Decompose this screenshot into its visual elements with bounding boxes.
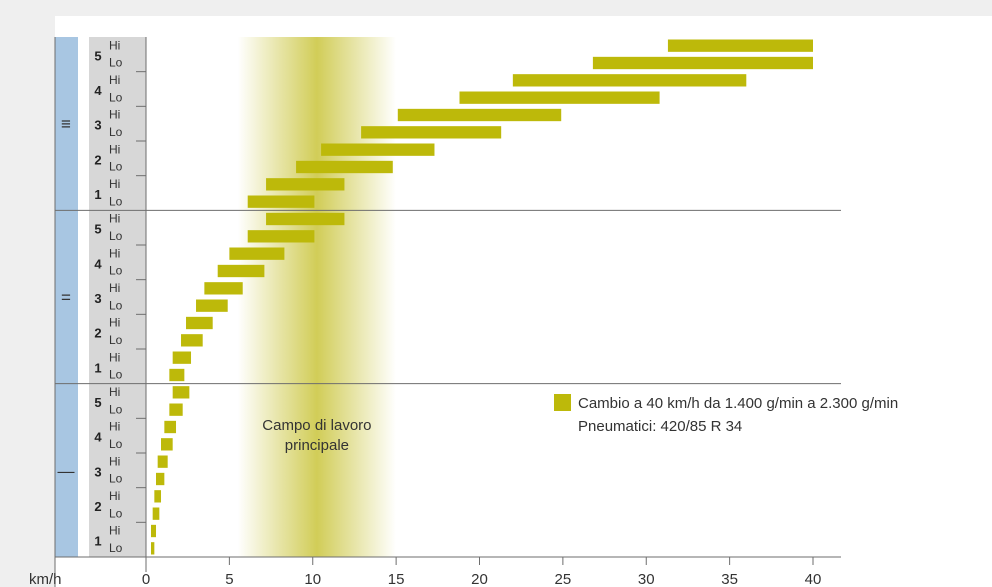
hi-label: Hi: [109, 350, 120, 364]
bar-lo: [156, 472, 165, 486]
bar-lo: [247, 230, 315, 243]
gear-number: 2: [94, 152, 101, 167]
hi-label: Hi: [109, 38, 120, 52]
lo-label: Lo: [109, 541, 123, 555]
bar-lo: [181, 334, 203, 347]
hi-label: Hi: [109, 142, 120, 156]
x-tick-label: 5: [225, 571, 233, 587]
lo-label: Lo: [109, 229, 123, 243]
bar-lo: [161, 438, 173, 451]
bar-lo: [169, 368, 185, 382]
hi-label: Hi: [109, 454, 120, 468]
bar-hi: [266, 212, 345, 226]
lo-label: Lo: [109, 90, 123, 104]
bar-hi: [172, 386, 190, 399]
gear-number: 1: [94, 534, 101, 549]
bar-hi: [204, 282, 243, 295]
gear-number: 2: [94, 499, 101, 514]
group-label: —: [58, 461, 75, 480]
bar-hi: [512, 74, 747, 87]
hi-label: Hi: [109, 108, 120, 122]
hi-label: Hi: [109, 281, 120, 295]
lo-label: Lo: [109, 125, 123, 139]
x-tick-label: 15: [388, 571, 405, 587]
lo-label: Lo: [109, 264, 123, 278]
gear-number: 4: [94, 83, 102, 98]
bar-hi: [229, 247, 285, 260]
bar-hi: [164, 420, 177, 434]
lo-label: Lo: [109, 472, 123, 486]
bar-hi: [172, 351, 192, 364]
x-tick-label: 35: [721, 571, 738, 587]
bar-lo: [151, 542, 155, 555]
gear-number: 5: [94, 48, 101, 63]
hi-label: Hi: [109, 73, 120, 87]
bar-lo: [247, 195, 315, 208]
bar-hi: [266, 178, 345, 191]
x-axis-label: km/h: [29, 571, 62, 587]
bar-hi: [151, 524, 157, 538]
gear-number: 3: [94, 118, 101, 133]
hi-label: Hi: [109, 177, 120, 191]
group-label: ≡: [61, 115, 71, 134]
hi-label: Hi: [109, 524, 120, 538]
lo-label: Lo: [109, 437, 123, 451]
lo-label: Lo: [109, 194, 123, 208]
gear-number: 3: [94, 464, 101, 479]
x-tick-label: 40: [805, 571, 822, 587]
legend-line1: Cambio a 40 km/h da 1.400 g/min a 2.300 …: [578, 395, 898, 412]
band-label-line1: Campo di lavoro: [262, 417, 371, 434]
lo-label: Lo: [109, 56, 123, 70]
lo-label: Lo: [109, 402, 123, 416]
gear-number: 1: [94, 187, 101, 202]
hi-label: Hi: [109, 212, 120, 226]
gear-label-column: [89, 37, 146, 557]
legend-line2: Pneumatici: 420/85 R 34: [578, 418, 742, 435]
bar-hi: [154, 490, 162, 503]
bar-hi: [321, 143, 435, 156]
x-tick-label: 20: [471, 571, 488, 587]
gear-number: 5: [94, 222, 101, 237]
hi-label: Hi: [109, 385, 120, 399]
band-label-line2: principale: [285, 437, 349, 454]
bar-hi: [667, 39, 813, 52]
bar-hi: [157, 455, 168, 468]
group-bar: [55, 37, 78, 557]
bar-lo: [169, 403, 183, 416]
hi-label: Hi: [109, 246, 120, 260]
bar-hi: [397, 108, 562, 122]
gear-number: 4: [94, 430, 102, 445]
lo-label: Lo: [109, 506, 123, 520]
gear-number: 1: [94, 360, 101, 375]
gear-number: 3: [94, 291, 101, 306]
bar-lo: [361, 126, 502, 139]
bar-lo: [152, 507, 160, 520]
lo-label: Lo: [109, 160, 123, 174]
gear-number: 5: [94, 395, 101, 410]
lo-label: Lo: [109, 333, 123, 347]
legend-swatch: [554, 394, 571, 411]
bar-lo: [592, 56, 813, 70]
hi-label: Hi: [109, 489, 120, 503]
bar-lo: [217, 264, 265, 278]
hi-label: Hi: [109, 420, 120, 434]
hi-label: Hi: [109, 316, 120, 330]
x-tick-label: 25: [555, 571, 572, 587]
lo-label: Lo: [109, 298, 123, 312]
group-label: =: [61, 288, 71, 307]
bar-lo: [196, 299, 228, 312]
x-tick-label: 0: [142, 571, 150, 587]
lo-label: Lo: [109, 368, 123, 382]
bar-hi: [186, 316, 213, 330]
bar-lo: [459, 91, 660, 104]
bar-lo: [296, 160, 393, 174]
x-tick-label: 30: [638, 571, 655, 587]
gear-number: 2: [94, 326, 101, 341]
x-tick-label: 10: [304, 571, 321, 587]
gear-number: 4: [94, 256, 102, 271]
working-range-band: [237, 37, 397, 557]
